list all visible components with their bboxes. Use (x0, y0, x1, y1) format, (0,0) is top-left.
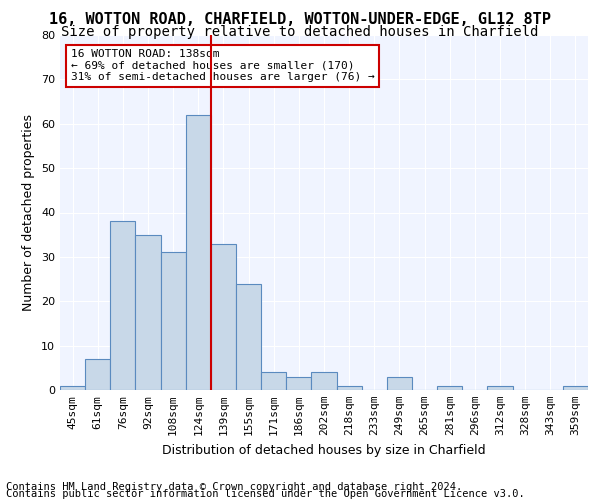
Text: Contains public sector information licensed under the Open Government Licence v3: Contains public sector information licen… (6, 489, 525, 499)
Y-axis label: Number of detached properties: Number of detached properties (22, 114, 35, 311)
Bar (337, 386, 362, 390)
Bar (110, 222, 136, 390)
Bar (286, 376, 311, 390)
X-axis label: Distribution of detached houses by size in Charfield: Distribution of detached houses by size … (162, 444, 486, 456)
Bar (85, 359, 110, 390)
Bar (211, 244, 236, 390)
Bar (161, 252, 186, 390)
Text: Size of property relative to detached houses in Charfield: Size of property relative to detached ho… (61, 25, 539, 39)
Bar (487, 386, 512, 390)
Bar (236, 284, 261, 390)
Bar (311, 372, 337, 390)
Bar (186, 115, 211, 390)
Text: 16, WOTTON ROAD, CHARFIELD, WOTTON-UNDER-EDGE, GL12 8TP: 16, WOTTON ROAD, CHARFIELD, WOTTON-UNDER… (49, 12, 551, 28)
Bar (437, 386, 462, 390)
Text: 16 WOTTON ROAD: 138sqm
← 69% of detached houses are smaller (170)
31% of semi-de: 16 WOTTON ROAD: 138sqm ← 69% of detached… (71, 49, 374, 82)
Bar (387, 376, 412, 390)
Text: Contains HM Land Registry data © Crown copyright and database right 2024.: Contains HM Land Registry data © Crown c… (6, 482, 462, 492)
Bar (261, 372, 286, 390)
Bar (563, 386, 588, 390)
Bar (60, 386, 85, 390)
Bar (136, 234, 161, 390)
